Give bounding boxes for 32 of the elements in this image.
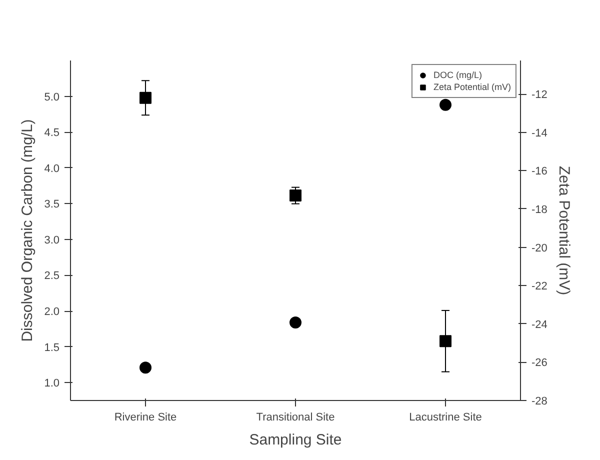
legend-label: Zeta Potential (mV) bbox=[433, 82, 511, 92]
y-tick-label: 2.5 bbox=[44, 270, 60, 282]
y-axis-title: Dissolved Organic Carbon (mg/L) bbox=[19, 119, 36, 342]
y2-tick-label: -24 bbox=[532, 318, 548, 331]
y2-tick-label: -16 bbox=[532, 166, 548, 178]
y2-tick-label: -12 bbox=[532, 89, 548, 102]
y2-axis-title: Zeta Potential (mV) bbox=[555, 166, 572, 296]
y-tick-label: 2.0 bbox=[44, 306, 60, 318]
y2-tick-label: -28 bbox=[532, 396, 548, 408]
y-tick-label: 1.0 bbox=[44, 378, 60, 390]
y2-tick-label: -26 bbox=[532, 357, 548, 370]
legend-label: DOC (mg/L) bbox=[433, 70, 482, 80]
x-tick-label: Riverine Site bbox=[114, 412, 177, 424]
x-tick-label: Transitional Site bbox=[256, 412, 335, 424]
y-tick-label: 1.5 bbox=[44, 342, 60, 354]
y-tick-label: 3.0 bbox=[44, 234, 60, 246]
point bbox=[140, 362, 152, 374]
point bbox=[440, 98, 452, 111]
y-tick-label: 4.0 bbox=[44, 162, 60, 175]
y2-tick-label: -20 bbox=[532, 242, 548, 254]
point bbox=[140, 92, 152, 104]
point bbox=[290, 316, 302, 328]
y-tick-label: 4.5 bbox=[44, 127, 60, 140]
y2-tick-label: -22 bbox=[532, 280, 548, 293]
y-tick-label: 5.0 bbox=[44, 91, 60, 104]
point bbox=[440, 335, 452, 348]
y2-tick-label: -14 bbox=[532, 127, 548, 140]
x-tick-label: Lacustrine Site bbox=[409, 412, 482, 424]
point bbox=[290, 190, 302, 202]
x-axis-title: Sampling Site bbox=[249, 432, 342, 448]
y2-tick-label: -18 bbox=[532, 204, 548, 216]
y-tick-label: 3.5 bbox=[44, 198, 60, 211]
